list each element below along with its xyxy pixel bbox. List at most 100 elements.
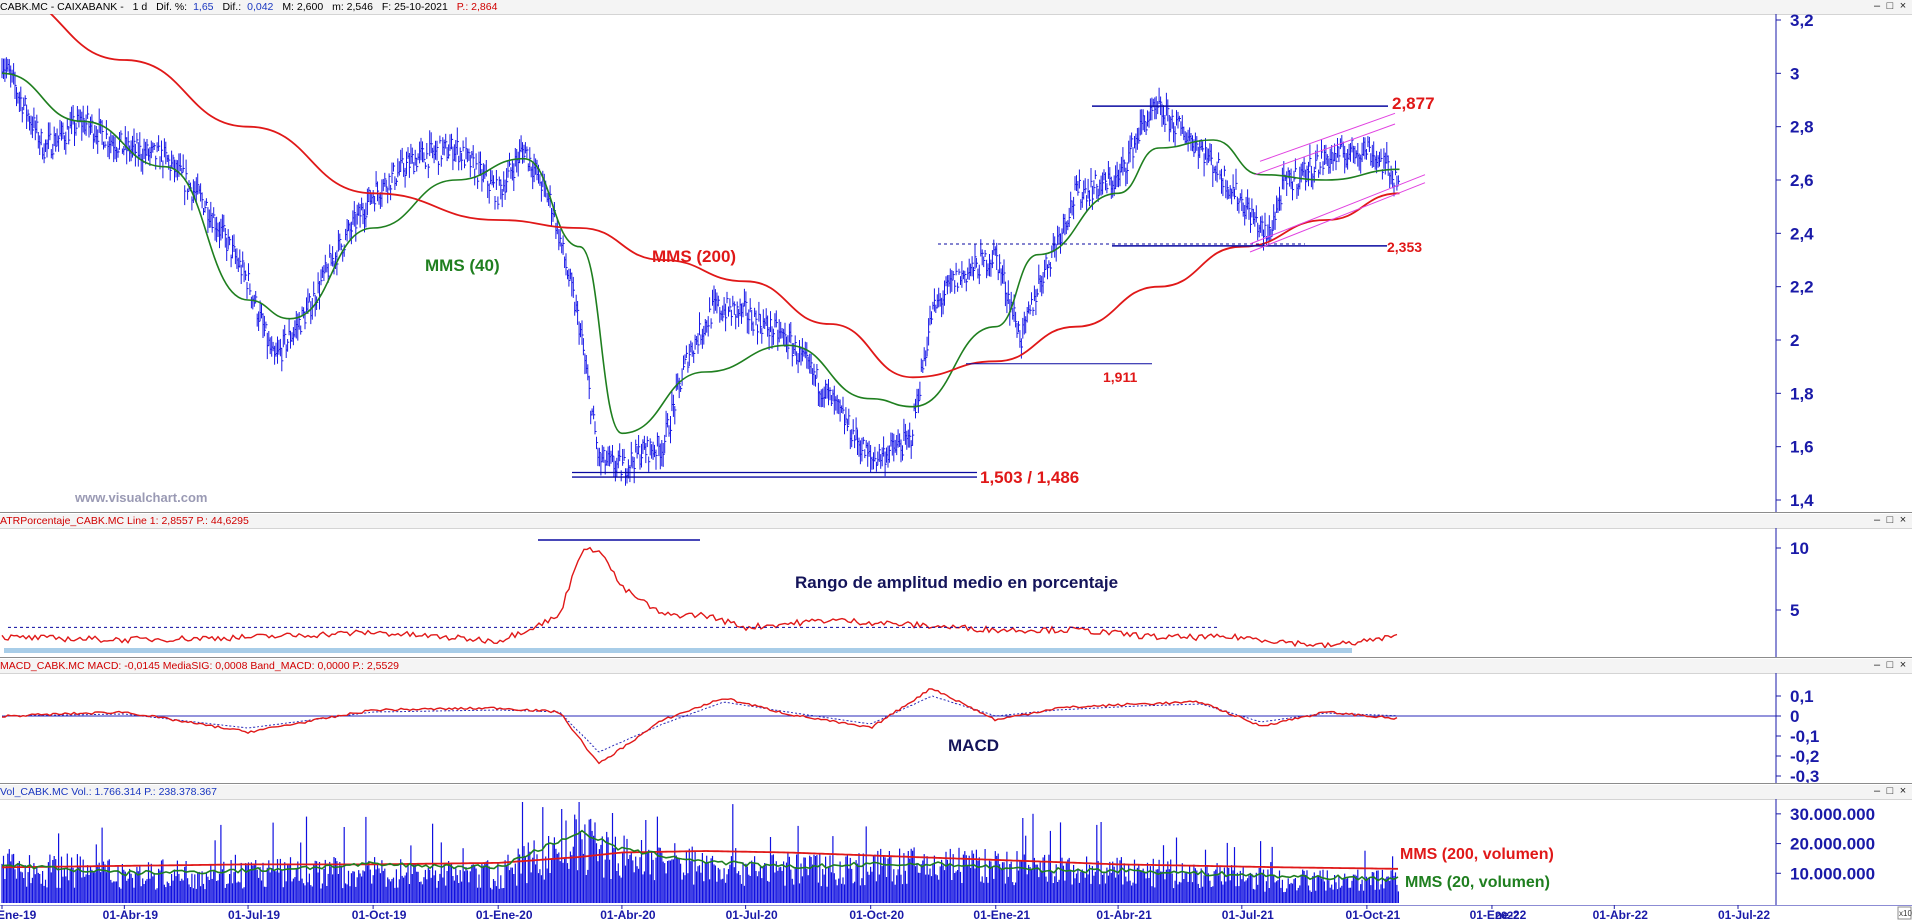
- x-tick-label: 01-Oct-19: [352, 908, 407, 922]
- y-tick-label: 1,8: [1790, 384, 1814, 403]
- y-tick-label: 10.000.000: [1790, 864, 1875, 883]
- price-pane-header: CABK.MC - CAIXABANK - 1 d Dif. %: 1,65 Di…: [0, 0, 1912, 15]
- y-tick-label: 2,6: [1790, 171, 1814, 190]
- maximize-icon[interactable]: □: [1886, 514, 1894, 526]
- watermark: www.visualchart.com: [74, 490, 207, 505]
- close-icon[interactable]: ×: [1899, 785, 1907, 797]
- atr-scroll-band: [4, 648, 1352, 653]
- x-tick-label: 01-Oct-21: [1346, 908, 1401, 922]
- atr-pane: ATRPorcentaje_CABK.MC Line 1: 2,8557 P.:…: [0, 514, 1912, 657]
- date-axis: 01-Ene-19 01-Abr-19 01-Jul-19 01-Oct-19 01-E…: [0, 905, 1912, 922]
- volume-mms20-label: MMS (20, volumen): [1405, 874, 1550, 891]
- volume-pane-header: Vol_CABK.MC Vol.: 1.766.314 P.: 238.378.…: [0, 785, 1912, 800]
- y-tick-label: -0,1: [1790, 727, 1819, 746]
- x-tick-label: 01-Ene-22: [1470, 908, 1527, 922]
- zoom-button: [1897, 906, 1912, 920]
- dif-label: Dif.:: [222, 1, 242, 13]
- atr-title: Rango de amplitud medio en porcentaje: [795, 573, 1118, 592]
- maximize-icon[interactable]: □: [1886, 785, 1894, 797]
- minimize-icon[interactable]: –: [1873, 785, 1881, 797]
- atr-line: [1, 546, 1398, 649]
- min-value: m: 2,546: [332, 1, 373, 13]
- x-tick-label: 01-Jul-22: [1718, 908, 1770, 922]
- close-icon[interactable]: ×: [1899, 0, 1907, 12]
- symbol-label: CABK.MC - CAIXABANK -: [0, 1, 124, 13]
- y-tick-label: 3: [1790, 64, 1799, 83]
- maximize-icon[interactable]: □: [1886, 659, 1894, 671]
- x-tick-label: 01-Ene-21: [973, 908, 1030, 922]
- max-value: M: 2,600: [282, 1, 324, 13]
- mms40-line: [1, 72, 1400, 435]
- channel-upper-1: [1259, 112, 1396, 162]
- dif-value: 0,042: [247, 1, 274, 13]
- y-tick-label: 1,4: [1790, 491, 1814, 510]
- y-tick-label: 1,6: [1790, 438, 1814, 457]
- volume-header-text: Vol_CABK.MC Vol.: 1.766.314 P.: 238.378.…: [0, 786, 217, 798]
- pane-divider[interactable]: [0, 783, 1912, 784]
- level-1503-1486-label: 1,503 / 1,486: [980, 468, 1079, 487]
- macd-signal-line: [1, 695, 1398, 753]
- x-tick-label: 01-Jul-20: [726, 908, 778, 922]
- atr-pane-header: ATRPorcentaje_CABK.MC Line 1: 2,8557 P.:…: [0, 514, 1912, 529]
- pane-divider[interactable]: [0, 512, 1912, 513]
- x-tick-label: 01-Jul-19: [228, 908, 280, 922]
- dif-pct-label: Dif. %:: [156, 1, 188, 13]
- y-tick-label: 5: [1790, 601, 1799, 620]
- macd-header-text: MACD_CABK.MC MACD: -0,0145 MediaSIG: 0,0…: [0, 660, 400, 672]
- y-tick-label: 2,2: [1790, 278, 1814, 297]
- volume-pane: Vol_CABK.MC Vol.: 1.766.314 P.: 238.378.…: [0, 785, 1912, 905]
- level-2877-label: 2,877: [1392, 94, 1435, 113]
- atr-chart[interactable]: Rango de amplitud medio en porcentaje 10 5: [0, 528, 1912, 657]
- level-1911-label: 1,911: [1103, 369, 1137, 385]
- y-tick-label: 2: [1790, 331, 1799, 350]
- level-2353-label: 2,353: [1387, 239, 1422, 255]
- maximize-icon[interactable]: □: [1886, 0, 1894, 12]
- volume-mms200-line: [1, 850, 1398, 870]
- price-chart[interactable]: MMS (40) MMS (200) 2,877 2,353 1,911 1,503 / …: [0, 14, 1912, 512]
- close-icon[interactable]: ×: [1899, 514, 1907, 526]
- volume-window-controls: – □ ×: [1872, 785, 1908, 799]
- close-icon[interactable]: ×: [1899, 659, 1907, 671]
- y-tick-label: 20.000.000: [1790, 835, 1875, 854]
- x-tick-label: 01-Abr-19: [103, 908, 159, 922]
- y-tick-label: 30.000.000: [1790, 805, 1875, 824]
- macd-pane-header: MACD_CABK.MC MACD: -0,0145 MediaSIG: 0,0…: [0, 659, 1912, 674]
- macd-chart[interactable]: MACD 0,10-0,1-0,2-0,3: [0, 673, 1912, 783]
- macd-line: [1, 688, 1398, 765]
- year-marker: 2022: [1495, 910, 1519, 922]
- macd-title: MACD: [948, 736, 999, 755]
- x-tick-label: 01-Ene-19: [0, 908, 37, 922]
- y-tick-label: 10: [1790, 539, 1809, 558]
- mms200-label: MMS (200): [652, 247, 736, 266]
- y-tick-label: 0,1: [1790, 687, 1814, 706]
- channel-lower-1: [1249, 174, 1426, 245]
- x-tick-label: 01-Jul-21: [1222, 908, 1274, 922]
- volume-mms20-line: [1, 829, 1399, 883]
- price-value: P.: 2,864: [456, 1, 498, 13]
- volume-chart[interactable]: MMS (200, volumen) MMS (20, volumen) 30.00…: [0, 799, 1912, 905]
- volume-mms200-label: MMS (200, volumen): [1400, 846, 1554, 863]
- macd-pane: MACD_CABK.MC MACD: -0,0145 MediaSIG: 0,0…: [0, 659, 1912, 783]
- y-tick-label: 3,2: [1790, 14, 1814, 30]
- mms40-label: MMS (40): [425, 256, 500, 275]
- y-tick-label: -0,3: [1790, 767, 1819, 783]
- x-tick-label: 01-Abr-22: [1593, 908, 1649, 922]
- y-tick-label: 2,4: [1790, 224, 1814, 243]
- x-tick-label: 01-Abr-20: [600, 908, 656, 922]
- y-tick-label: -0,2: [1790, 747, 1819, 766]
- dif-pct-value: 1,65: [193, 1, 214, 13]
- atr-window-controls: – □ ×: [1872, 514, 1908, 528]
- mms200-line: [49, 14, 1400, 379]
- price-window-controls: – □ ×: [1872, 0, 1908, 14]
- minimize-icon[interactable]: –: [1873, 0, 1881, 12]
- minimize-icon[interactable]: –: [1873, 659, 1881, 671]
- date-value: F: 25-10-2021: [381, 1, 448, 13]
- minimize-icon[interactable]: –: [1873, 514, 1881, 526]
- channel-upper-2: [1254, 123, 1396, 176]
- y-tick-label: 0: [1790, 707, 1799, 726]
- zoom-button-label: x10: [1899, 909, 1912, 918]
- x-tick-label: 01-Oct-20: [849, 908, 904, 922]
- x-tick-label: 01-Ene-20: [476, 908, 533, 922]
- x-tick-label: 01-Abr-21: [1096, 908, 1152, 922]
- pane-divider[interactable]: [0, 657, 1912, 658]
